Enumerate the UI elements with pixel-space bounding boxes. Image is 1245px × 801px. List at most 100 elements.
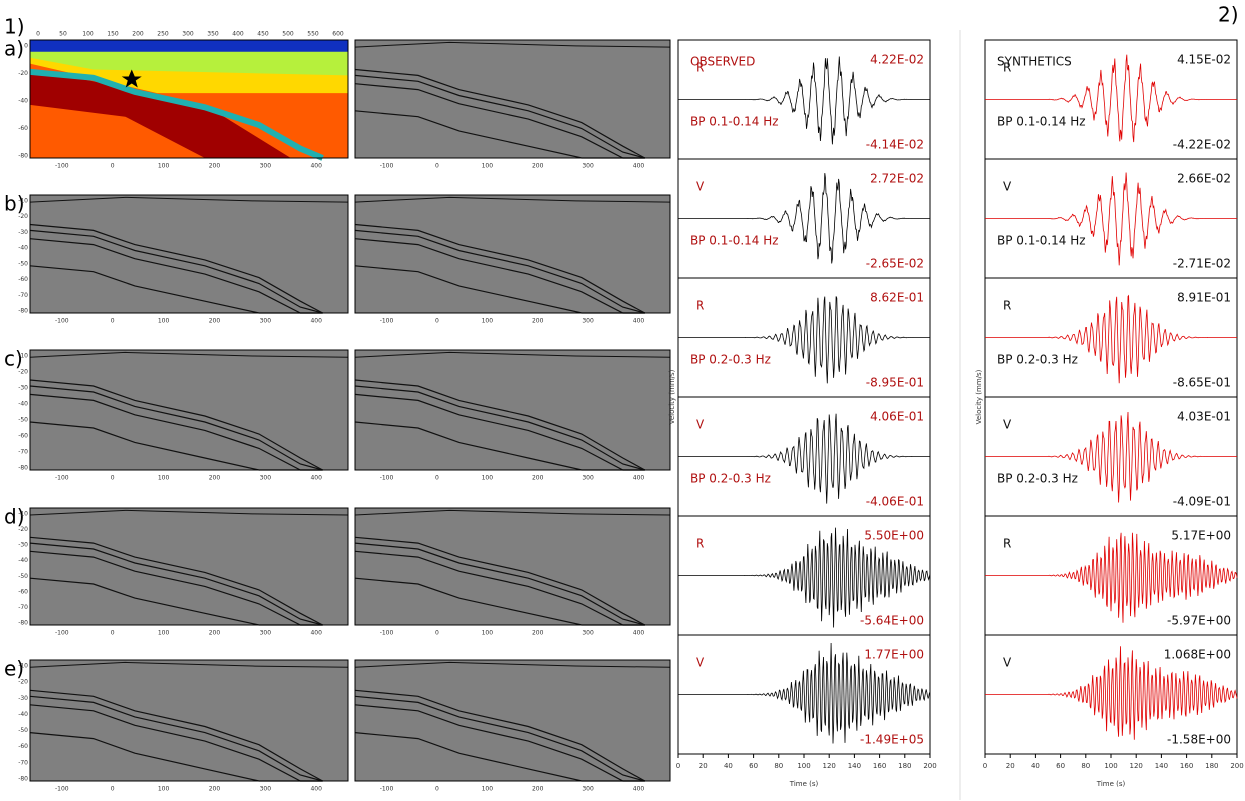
x-tick-label: 100: [482, 630, 494, 637]
y-tick-label: -30: [18, 542, 28, 549]
part-label: 1): [4, 15, 25, 39]
y-tick-label: -30: [18, 385, 28, 392]
max-amp: 5.17E+00: [1171, 529, 1231, 543]
x-tick-label: 300: [582, 318, 594, 325]
x-tick-label: 200: [1230, 762, 1243, 770]
x-tick-label: -100: [380, 630, 394, 637]
x-tick-label: 100: [482, 163, 494, 170]
x-tick-label: 400: [232, 31, 244, 38]
x-tick-label: 100: [158, 786, 170, 793]
y-tick-label: -60: [18, 743, 28, 750]
x-tick-label: 0: [435, 163, 439, 170]
x-tick-label: 60: [1056, 762, 1065, 770]
column-title: SYNTHETICS: [997, 55, 1072, 69]
x-tick-label: 140: [1155, 762, 1168, 770]
x-tick-label: 200: [532, 163, 544, 170]
x-tick-label: 400: [633, 630, 645, 637]
max-amp: 1.77E+00: [864, 648, 924, 662]
x-tick-label: 350: [207, 31, 219, 38]
snapshot-panel: [30, 195, 348, 313]
y-tick-label: -80: [18, 153, 28, 160]
min-amp: -4.14E-02: [866, 138, 924, 152]
y-tick-label: -40: [18, 711, 28, 718]
x-tick-label: 20: [1006, 762, 1015, 770]
max-amp: 2.72E-02: [870, 172, 924, 186]
snapshot-bg: [355, 40, 670, 158]
max-amp: 5.50E+00: [864, 529, 924, 543]
x-tick-label: 300: [260, 318, 272, 325]
y-tick-label: -70: [18, 759, 28, 766]
row-label: a): [4, 37, 24, 61]
y-axis-label: Velocity (mm/s): [668, 369, 676, 424]
band: BP 0.2-0.3 Hz: [997, 472, 1078, 486]
x-tick-label: 300: [582, 475, 594, 482]
x-tick-label: 450: [257, 31, 269, 38]
y-tick-label: -50: [18, 573, 28, 580]
x-tick-label: 120: [1130, 762, 1143, 770]
snapshot-panel: [355, 508, 670, 625]
y-tick-label: -20: [18, 679, 28, 686]
x-tick-label: 0: [36, 31, 40, 38]
min-amp: -8.95E-01: [866, 376, 924, 390]
x-tick-label: 100: [158, 630, 170, 637]
component: V: [1003, 418, 1012, 432]
x-tick-label: 100: [482, 318, 494, 325]
x-tick-label: 200: [209, 475, 221, 482]
y-tick-label: -30: [18, 229, 28, 236]
x-tick-label: -100: [55, 630, 69, 637]
snapshot-panel: [355, 350, 670, 470]
y-tick-label: -30: [18, 695, 28, 702]
y-tick-label: -40: [18, 557, 28, 564]
waveform: [985, 412, 1237, 503]
y-tick-label: 0: [24, 43, 28, 50]
y-tick-label: -50: [18, 727, 28, 734]
band: BP 0.2-0.3 Hz: [690, 472, 771, 486]
page: {"figure_labels":{"part1":"1)","part2":"…: [0, 0, 1245, 801]
snapshot-panel: [355, 195, 670, 313]
y-tick-label: -10: [18, 511, 28, 518]
y-tick-label: -10: [18, 198, 28, 205]
component: R: [696, 537, 704, 551]
min-amp: -4.09E-01: [1173, 495, 1231, 509]
x-tick-label: 300: [260, 630, 272, 637]
x-tick-label: 400: [310, 163, 322, 170]
snapshot-panel: [30, 660, 348, 781]
min-amp: -8.65E-01: [1173, 376, 1231, 390]
x-tick-label: 0: [111, 163, 115, 170]
column-title: OBSERVED: [690, 55, 755, 69]
band: BP 0.1-0.14 Hz: [997, 115, 1086, 129]
x-tick-label: 100: [82, 31, 94, 38]
x-tick-label: 100: [158, 475, 170, 482]
x-tick-label: 300: [182, 31, 194, 38]
component: R: [1003, 299, 1011, 313]
snapshot-bg: [30, 508, 348, 625]
y-tick-label: -40: [18, 401, 28, 408]
min-amp: -4.06E-01: [866, 495, 924, 509]
waveform: [678, 528, 930, 628]
x-tick-label: 400: [310, 786, 322, 793]
x-tick-label: -100: [55, 786, 69, 793]
y-tick-label: -80: [18, 776, 28, 783]
x-tick-label: 300: [582, 630, 594, 637]
x-tick-label: 300: [582, 163, 594, 170]
x-tick-label: 0: [435, 318, 439, 325]
x-tick-label: -100: [380, 475, 394, 482]
x-tick-label: 50: [59, 31, 67, 38]
x-tick-label: 500: [282, 31, 294, 38]
x-tick-label: 400: [633, 475, 645, 482]
x-tick-label: 300: [260, 475, 272, 482]
x-tick-label: 200: [532, 630, 544, 637]
x-tick-label: 550: [307, 31, 319, 38]
snapshot-bg: [30, 195, 348, 313]
x-tick-label: 100: [158, 163, 170, 170]
min-amp: -2.65E-02: [866, 257, 924, 271]
max-amp: 2.66E-02: [1177, 172, 1231, 186]
max-amp: 1.068E+00: [1164, 648, 1231, 662]
y-axis-label: Velocity (mm/s): [975, 369, 983, 424]
x-tick-label: 20: [699, 762, 708, 770]
x-tick-label: 200: [132, 31, 144, 38]
y-tick-label: -10: [18, 663, 28, 670]
snapshot-panel: [355, 660, 670, 781]
component: V: [1003, 656, 1012, 670]
x-axis-label: Time (s): [1096, 780, 1126, 788]
